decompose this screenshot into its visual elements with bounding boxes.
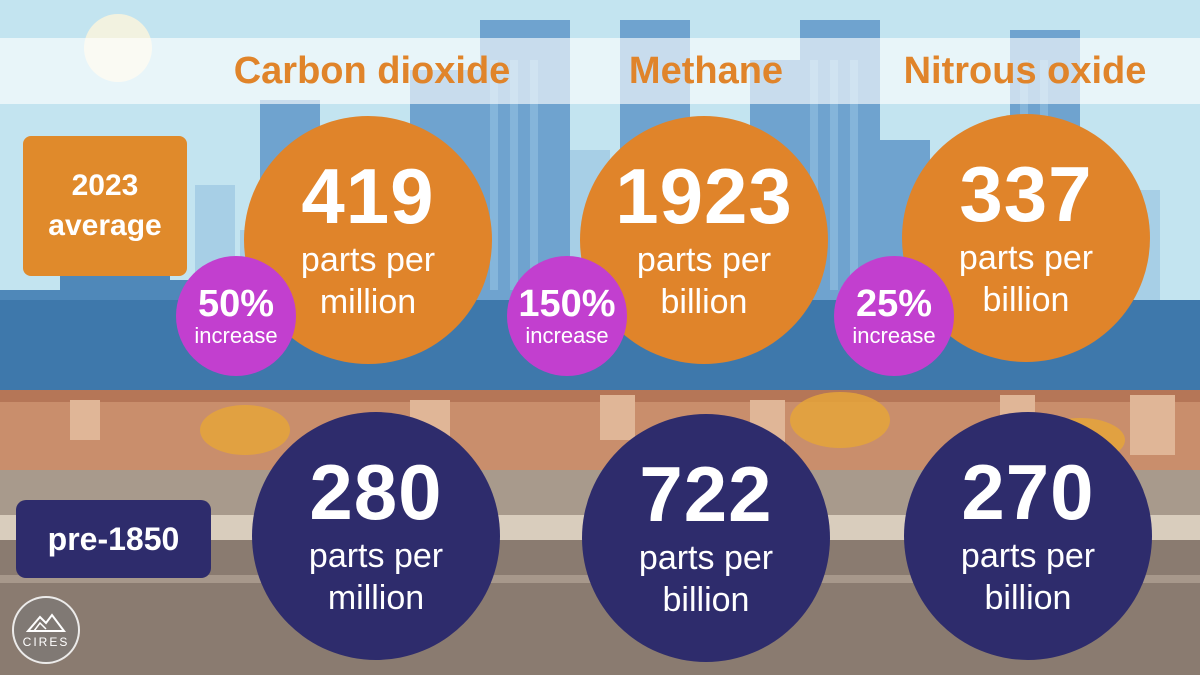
pre-1850-value-circle-nitrous-oxide: 270 parts per billion [904,412,1152,660]
title-band [0,38,1200,104]
pre-1850-value: 722 [639,450,773,538]
pre-1850-value: 280 [309,448,443,536]
gas-title-carbon-dioxide: Carbon dioxide [233,50,511,92]
increase-percent: 150% [518,283,616,325]
increase-badge-methane: 150% increase [507,256,627,376]
gas-title-methane: Methane [628,50,784,92]
pre-1850-value-circle-co2: 280 parts per million [252,412,500,660]
current-unit: parts per billion [958,239,1094,319]
mountain-icon [26,613,66,632]
current-unit: parts per million [300,241,436,321]
current-value: 337 [959,150,1093,238]
pre-1850-value-circle-methane: 722 parts per billion [582,414,830,662]
increase-label: increase [525,323,609,348]
increase-badge-nitrous-oxide: 25% increase [834,256,954,376]
row-label-average: average [48,209,162,242]
current-unit: parts per billion [636,241,772,321]
row-label-pre-1850: pre-1850 [16,500,211,578]
gas-title-nitrous-oxide: Nitrous oxide [903,50,1147,92]
pre-1850-unit: parts per billion [638,539,774,619]
current-value: 1923 [615,152,793,240]
increase-label: increase [852,323,936,348]
pre-1850-unit: parts per million [308,537,444,617]
increase-badge-co2: 50% increase [176,256,296,376]
current-value: 419 [301,152,435,240]
row-label-year: 2023 [71,169,139,202]
increase-percent: 25% [855,283,933,325]
pre-1850-unit: parts per billion [960,537,1096,617]
cires-logo: CIRES [12,596,80,664]
row-label-2023-average: 2023 average [23,136,187,276]
pre-1850-value: 270 [961,448,1095,536]
increase-label: increase [194,323,278,348]
current-value-circle-nitrous-oxide: 337 parts per billion [902,114,1150,362]
logo-text: CIRES [22,635,70,649]
current-value-circle-co2: 419 parts per million [244,116,492,364]
increase-percent: 50% [197,283,275,325]
